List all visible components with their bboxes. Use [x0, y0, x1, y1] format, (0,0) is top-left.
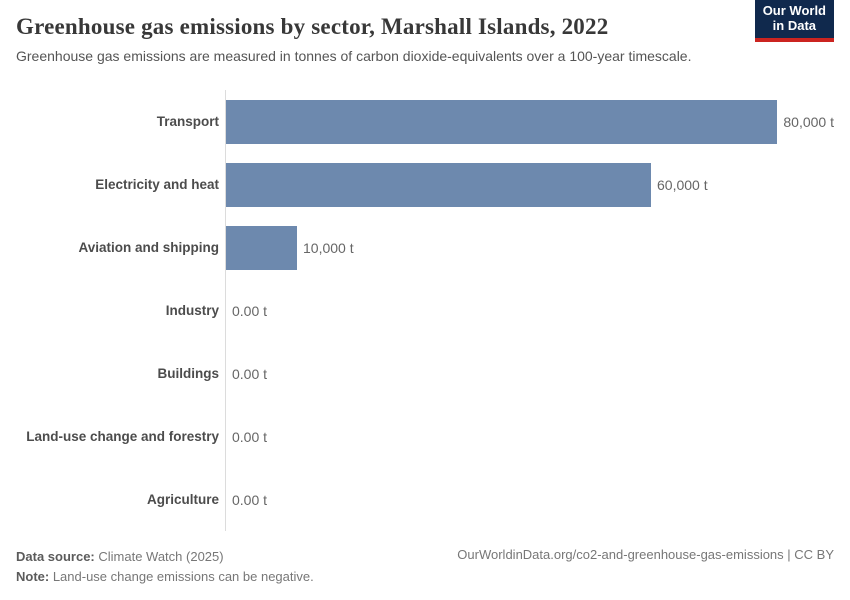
category-label: Buildings	[157, 365, 220, 381]
plot-area: 0.00 t	[225, 405, 834, 468]
category-label: Aviation and shipping	[78, 239, 220, 255]
chart-row: Industry 0.00 t	[16, 279, 834, 342]
chart-header: Greenhouse gas emissions by sector, Mars…	[16, 0, 834, 64]
chart-rows: Transport 80,000 t Electricity and heat …	[16, 90, 834, 531]
category-label: Industry	[165, 302, 219, 318]
data-source-label: Data source:	[16, 549, 95, 564]
bar[interactable]	[226, 225, 297, 270]
footer-left: Data source: Climate Watch (2025) Note: …	[16, 547, 314, 587]
plot-area: 10,000 t	[225, 216, 834, 279]
plot-area: 0.00 t	[225, 468, 834, 531]
credit-link[interactable]: OurWorldinData.org/co2-and-greenhouse-ga…	[457, 547, 834, 562]
note-line: Note: Land-use change emissions can be n…	[16, 567, 314, 587]
value-label: 80,000 t	[783, 113, 834, 130]
chart-row: Buildings 0.00 t	[16, 342, 834, 405]
chart-row: Agriculture 0.00 t	[16, 468, 834, 531]
note-value: Land-use change emissions can be negativ…	[49, 569, 314, 584]
bar-chart: Transport 80,000 t Electricity and heat …	[16, 90, 834, 531]
data-source-line: Data source: Climate Watch (2025)	[16, 547, 314, 567]
category-label: Land-use change and forestry	[26, 428, 219, 444]
page-title: Greenhouse gas emissions by sector, Mars…	[16, 14, 609, 39]
plot-area: 80,000 t	[225, 90, 834, 153]
category-label: Electricity and heat	[95, 176, 219, 192]
chart-row: Aviation and shipping 10,000 t	[16, 216, 834, 279]
owid-logo[interactable]: Our World in Data	[754, 0, 834, 42]
owid-logo-line2: in Data	[772, 18, 817, 33]
note-label: Note:	[16, 569, 50, 584]
value-label: 0.00 t	[232, 428, 268, 445]
owid-logo-line1: Our World	[762, 3, 826, 18]
value-label: 10,000 t	[303, 239, 354, 256]
bar[interactable]	[226, 162, 651, 207]
chart-row: Transport 80,000 t	[16, 90, 834, 153]
value-label: 0.00 t	[232, 302, 268, 319]
data-source-value: Climate Watch (2025)	[94, 549, 224, 564]
category-label: Transport	[156, 113, 219, 129]
bar[interactable]	[226, 99, 778, 144]
value-label: 0.00 t	[232, 365, 268, 382]
plot-area: 0.00 t	[225, 342, 834, 405]
chart-subtitle: Greenhouse gas emissions are measured in…	[16, 48, 692, 64]
chart-row: Land-use change and forestry 0.00 t	[16, 405, 834, 468]
value-label: 0.00 t	[232, 491, 268, 508]
value-label: 60,000 t	[657, 176, 708, 193]
category-label: Agriculture	[146, 491, 219, 507]
chart-row: Electricity and heat 60,000 t	[16, 153, 834, 216]
plot-area: 60,000 t	[225, 153, 834, 216]
chart-footer: Data source: Climate Watch (2025) Note: …	[16, 547, 834, 587]
plot-area: 0.00 t	[225, 279, 834, 342]
